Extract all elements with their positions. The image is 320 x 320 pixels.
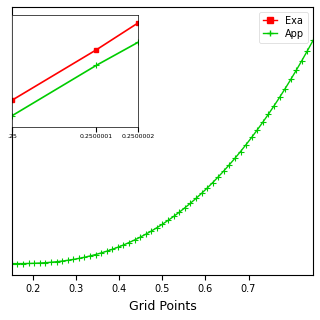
App (306, 49, 309, 52)
App (122, 243, 125, 247)
App (44, 261, 47, 265)
App (66, 259, 69, 262)
App (10, 262, 14, 266)
X-axis label: Grid Points: Grid Points (129, 300, 196, 313)
Legend: Exa, App: Exa, App (259, 12, 308, 43)
Line: App: App (9, 38, 316, 266)
App (83, 255, 86, 259)
App (278, 95, 282, 99)
App (311, 38, 315, 42)
